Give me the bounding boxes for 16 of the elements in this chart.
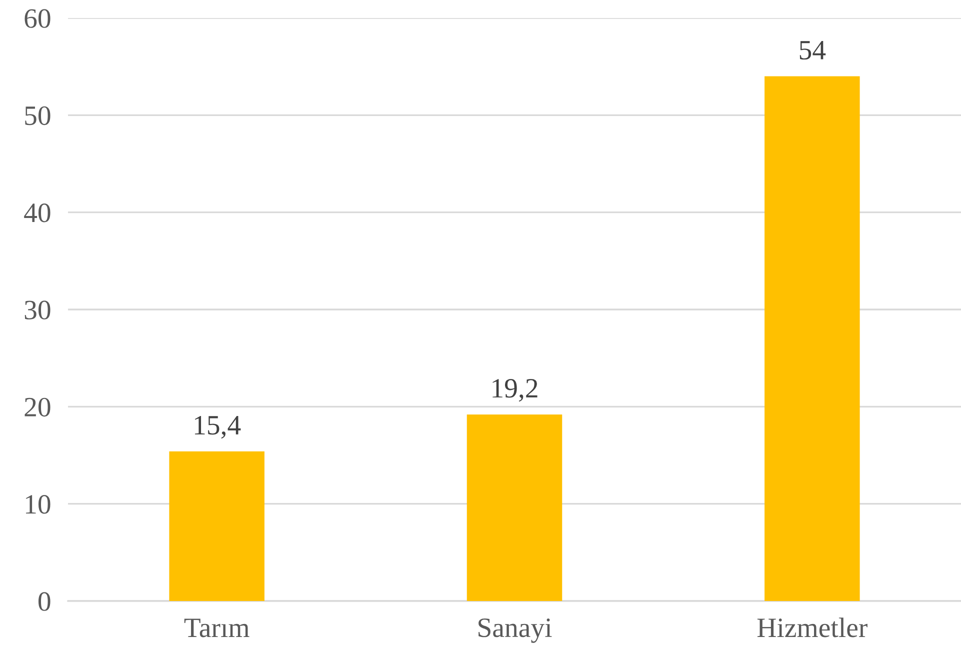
y-tick-label: 0 [38, 592, 50, 611]
x-tick-label: Hizmetler [757, 618, 868, 638]
y-tick-label: 20 [24, 398, 50, 417]
bar [764, 76, 860, 601]
y-tick-label: 60 [24, 9, 50, 28]
bar [466, 414, 562, 601]
y-tick-label: 30 [24, 300, 50, 320]
bar [169, 451, 264, 601]
x-tick-label: Tarım [184, 618, 250, 638]
data-label: 15,4 [194, 416, 241, 439]
y-tick-label: 50 [25, 106, 50, 126]
y-tick-label: 40 [24, 204, 50, 222]
y-tick-label: 10 [26, 495, 50, 514]
x-tick-label: Sanayi [478, 618, 552, 643]
data-label: 54 [800, 40, 826, 60]
data-label: 19,2 [492, 379, 538, 402]
